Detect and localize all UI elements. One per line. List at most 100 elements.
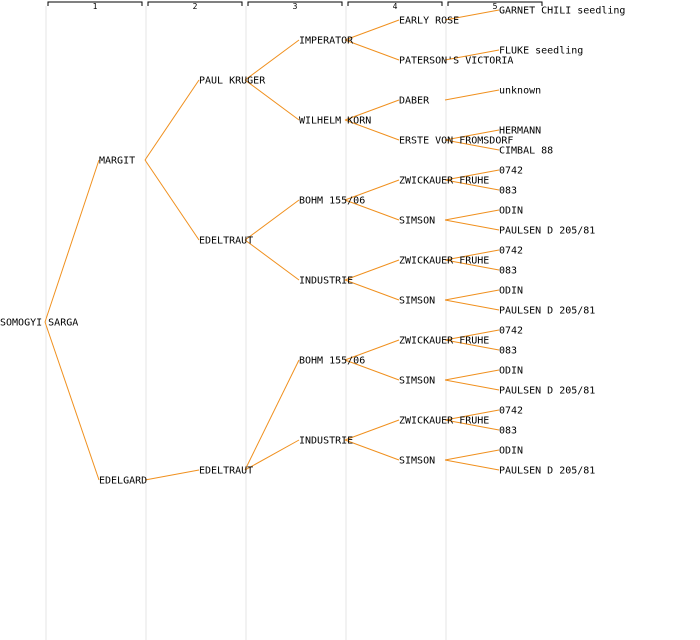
node-gen6-paulsen-d-205-81: PAULSEN D 205/81	[499, 306, 595, 317]
pedigree-nodes: SOMOGYI SARGA MARGIT PAUL KRUGER IMPERATOR E…	[0, 6, 625, 487]
node-gen4-industrie: INDUSTRIE	[299, 436, 353, 447]
node-gen3-edeltraut: EDELTRAUT	[199, 466, 253, 477]
pedigree-edges	[44, 9, 500, 481]
edge-zwickauer-fruhe-to-0742	[444, 169, 500, 181]
node-gen5-simson: SIMSON	[399, 376, 435, 387]
node-gen3-paul-kruger: PAUL KRUGER	[199, 76, 266, 87]
node-gen4-bohm-155-06: BOHM 155/06	[299, 196, 365, 207]
edge-simson-to-odin	[444, 449, 500, 461]
edge-imperator-to-paterson-s-victoria	[344, 39, 400, 61]
edge-simson-to-paulsen-d-205-81	[444, 379, 500, 391]
edge-margit-to-edeltraut	[144, 159, 200, 241]
generation-number: 4	[393, 2, 398, 11]
node-gen6-paulsen-d-205-81: PAULSEN D 205/81	[499, 386, 595, 397]
generation-grid	[45, 6, 447, 640]
edge-zwickauer-fruhe-to-083	[444, 419, 500, 431]
edge-bohm-155-06-to-zwickauer-fruhe	[344, 179, 400, 201]
node-gen2-margit: MARGIT	[99, 156, 135, 167]
node-gen6-083: 083	[499, 266, 517, 277]
edge-edeltraut-to-industrie	[244, 239, 300, 281]
node-gen5-zwickauer-fruhe: ZWICKAUER FRUHE	[399, 336, 489, 347]
node-gen2-edelgard: EDELGARD	[99, 476, 147, 487]
generation-header: 1 2 3 4 5	[47, 1, 543, 11]
edge-industrie-to-simson	[344, 279, 400, 301]
node-gen6-garnet-chili-seedling: GARNET CHILI seedling	[499, 6, 625, 17]
node-gen6-paulsen-d-205-81: PAULSEN D 205/81	[499, 226, 595, 237]
node-gen4-wilhelm-korn: WILHELM KORN	[299, 116, 371, 127]
edge-zwickauer-fruhe-to-083	[444, 339, 500, 351]
node-gen6-odin: ODIN	[499, 366, 523, 377]
edge-industrie-to-simson	[344, 439, 400, 461]
edge-zwickauer-fruhe-to-083	[444, 179, 500, 191]
node-gen6-odin: ODIN	[499, 446, 523, 457]
edge-industrie-to-zwickauer-fruhe	[344, 259, 400, 281]
edge-zwickauer-fruhe-to-0742	[444, 329, 500, 341]
edge-simson-to-odin	[444, 209, 500, 221]
edge-daber-to-unknown	[444, 89, 500, 101]
node-gen6-hermann: HERMANN	[499, 126, 541, 137]
node-gen6-083: 083	[499, 346, 517, 357]
edge-margit-to-paul-kruger	[144, 79, 200, 161]
node-gen3-edeltraut: EDELTRAUT	[199, 236, 253, 247]
edge-zwickauer-fruhe-to-0742	[444, 249, 500, 261]
edge-simson-to-paulsen-d-205-81	[444, 299, 500, 311]
generation-number: 5	[493, 2, 498, 11]
node-gen4-bohm-155-06: BOHM 155/06	[299, 356, 365, 367]
node-gen5-erste-von-fromsdorf: ERSTE VON FROMSDORF	[399, 136, 513, 147]
node-gen5-daber: DABER	[399, 96, 430, 107]
generation-number: 1	[93, 2, 98, 11]
generation-rule	[247, 1, 343, 6]
edge-zwickauer-fruhe-to-083	[444, 259, 500, 271]
edge-edeltraut-to-industrie	[244, 439, 300, 471]
node-gen5-zwickauer-fruhe: ZWICKAUER FRUHE	[399, 416, 489, 427]
edge-edeltraut-to-bohm-155-06	[244, 199, 300, 241]
node-gen6-unknown: unknown	[499, 86, 541, 97]
node-gen5-paterson-s-victoria: PATERSON'S VICTORIA	[399, 56, 513, 67]
edge-zwickauer-fruhe-to-0742	[444, 409, 500, 421]
edge-somogyi-sarga-to-margit	[44, 159, 100, 323]
edge-wilhelm-korn-to-daber	[344, 99, 400, 121]
generation-number: 2	[193, 2, 198, 11]
node-gen6-083: 083	[499, 186, 517, 197]
node-gen5-simson: SIMSON	[399, 216, 435, 227]
node-gen4-industrie: INDUSTRIE	[299, 276, 353, 287]
node-gen6-0742: 0742	[499, 406, 523, 417]
node-gen6-fluke-seedling: FLUKE seedling	[499, 46, 583, 57]
node-gen6-paulsen-d-205-81: PAULSEN D 205/81	[499, 466, 595, 477]
generation-rule	[447, 1, 543, 6]
node-gen4-imperator: IMPERATOR	[299, 36, 354, 47]
edge-somogyi-sarga-to-edelgard	[44, 321, 100, 481]
edge-bohm-155-06-to-simson	[344, 199, 400, 221]
edge-wilhelm-korn-to-erste-von-fromsdorf	[344, 119, 400, 141]
node-gen6-083: 083	[499, 426, 517, 437]
edge-industrie-to-zwickauer-fruhe	[344, 419, 400, 441]
generation-rule	[347, 1, 443, 6]
node-gen5-zwickauer-fruhe: ZWICKAUER FRUHE	[399, 256, 489, 267]
edge-bohm-155-06-to-simson	[344, 359, 400, 381]
edge-imperator-to-early-rose	[344, 19, 400, 41]
node-gen6-0742: 0742	[499, 246, 523, 257]
edge-erste-von-fromsdorf-to-hermann	[444, 129, 500, 141]
edge-simson-to-paulsen-d-205-81	[444, 219, 500, 231]
node-gen5-simson: SIMSON	[399, 296, 435, 307]
edge-paul-kruger-to-imperator	[244, 39, 300, 81]
edge-paul-kruger-to-wilhelm-korn	[244, 79, 300, 121]
edge-erste-von-fromsdorf-to-cimbal-88	[444, 139, 500, 151]
edge-early-rose-to-garnet-chili-seedling	[444, 9, 500, 21]
node-gen5-simson: SIMSON	[399, 456, 435, 467]
node-gen6-odin: ODIN	[499, 206, 523, 217]
edge-paterson-s-victoria-to-fluke-seedling	[444, 49, 500, 61]
edge-edeltraut-to-bohm-155-06	[244, 359, 300, 471]
generation-rule	[47, 1, 143, 6]
edge-bohm-155-06-to-zwickauer-fruhe	[344, 339, 400, 361]
edge-edelgard-to-edeltraut	[144, 469, 200, 481]
node-gen6-odin: ODIN	[499, 286, 523, 297]
node-gen6-0742: 0742	[499, 166, 523, 177]
node-gen1-somogyi-sarga: SOMOGYI SARGA	[0, 318, 78, 329]
generation-number: 3	[293, 2, 298, 11]
edge-simson-to-odin	[444, 369, 500, 381]
node-gen6-0742: 0742	[499, 326, 523, 337]
edge-simson-to-paulsen-d-205-81	[444, 459, 500, 471]
